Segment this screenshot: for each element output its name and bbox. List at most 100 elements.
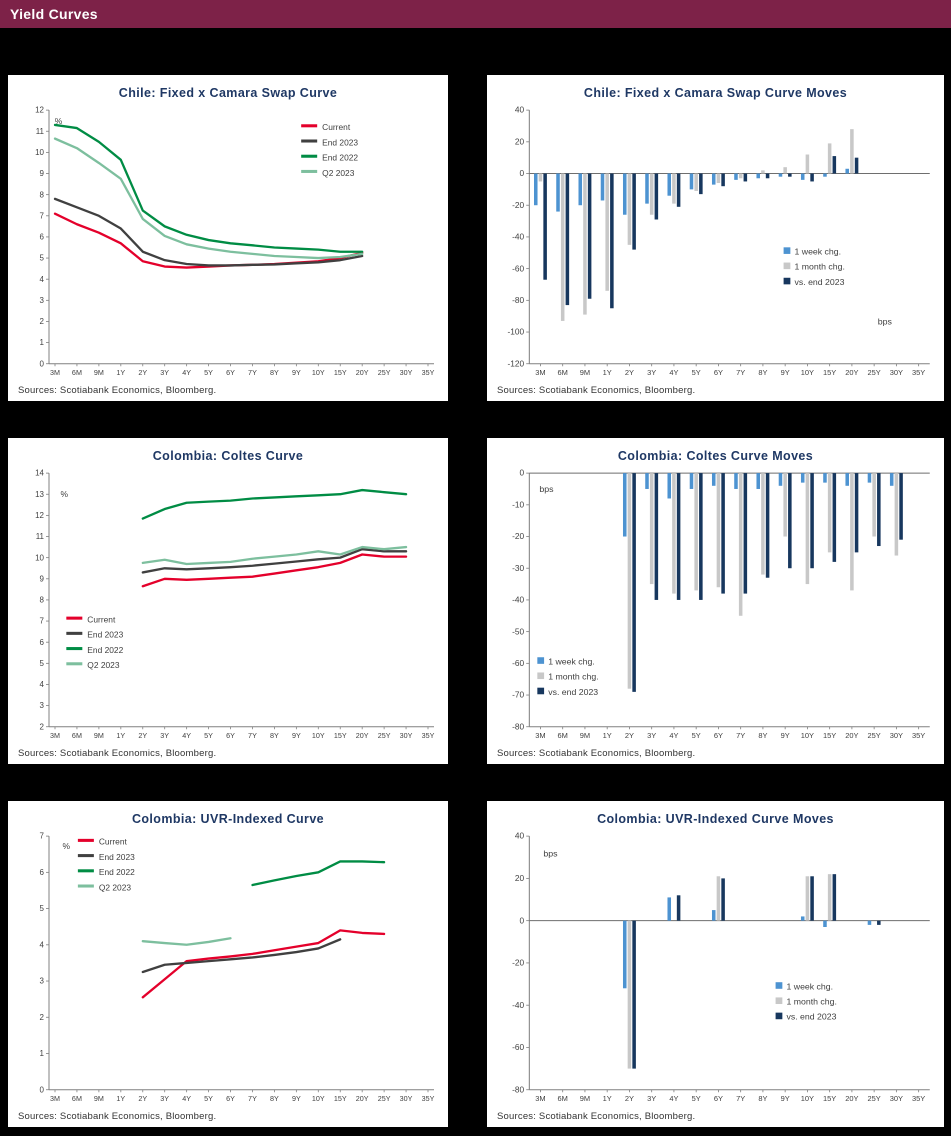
page-header: Yield Curves	[0, 0, 951, 28]
svg-text:8: 8	[40, 596, 45, 605]
svg-text:30Y: 30Y	[890, 731, 903, 740]
svg-text:-80: -80	[512, 296, 524, 305]
svg-text:15Y: 15Y	[334, 1094, 347, 1103]
chart-panel-chile-swap-moves: Chile: Fixed x Camara Swap Curve Moves -…	[487, 75, 944, 401]
svg-text:20Y: 20Y	[356, 1094, 369, 1103]
chart-source: Sources: Scotiabank Economics, Bloomberg…	[18, 1111, 217, 1122]
svg-text:6M: 6M	[72, 368, 82, 377]
svg-text:7Y: 7Y	[248, 1094, 257, 1103]
svg-text:%: %	[62, 841, 70, 851]
svg-text:10Y: 10Y	[312, 368, 325, 377]
svg-text:6Y: 6Y	[714, 731, 723, 740]
chart-panel-coltes-curve: Colombia: Coltes Curve 2 3 4 5 6 7 8 9 10 11 12 13 1…	[8, 438, 448, 764]
page-title: Yield Curves	[10, 6, 98, 22]
svg-text:30Y: 30Y	[890, 1094, 903, 1103]
svg-text:5Y: 5Y	[204, 731, 213, 740]
chart-source: Sources: Scotiabank Economics, Bloomberg…	[18, 748, 217, 759]
svg-text:4Y: 4Y	[669, 1094, 678, 1103]
svg-text:bps: bps	[878, 317, 893, 327]
svg-text:0: 0	[520, 916, 525, 925]
svg-text:6M: 6M	[558, 1094, 568, 1103]
svg-text:-20: -20	[512, 201, 524, 210]
svg-text:35Y: 35Y	[912, 731, 925, 740]
svg-text:-100: -100	[507, 328, 524, 337]
uvr-curve-chart: 0 1 2 3 4 5 6 7 3M 6M 9M 1Y 2Y 3Y 4Y 5Y 6Y 7Y 8Y 9Y 10Y 15Y 20…	[40, 832, 435, 1103]
svg-text:4Y: 4Y	[669, 368, 678, 377]
svg-text:-40: -40	[512, 233, 524, 242]
svg-text:9M: 9M	[580, 368, 590, 377]
svg-text:1: 1	[40, 1049, 45, 1058]
svg-text:40: 40	[515, 832, 525, 841]
svg-text:Q2 2023: Q2 2023	[322, 168, 354, 178]
svg-text:6M: 6M	[72, 731, 82, 740]
svg-text:-70: -70	[512, 691, 524, 700]
svg-text:3: 3	[40, 977, 45, 986]
svg-text:2Y: 2Y	[138, 1094, 147, 1103]
chart-title: Colombia: UVR-Indexed Curve	[131, 812, 325, 826]
svg-text:5: 5	[40, 904, 45, 913]
chart-plot-area: -120 -100 -80 -60 -40 -20 0 20 40 3M 6M 9M 1Y 2Y 3Y 4Y 5…	[495, 102, 936, 382]
svg-text:1 month chg.: 1 month chg.	[548, 672, 598, 682]
chart-title: Chile: Fixed x Camara Swap Curve	[118, 86, 338, 100]
svg-text:1 month chg.: 1 month chg.	[787, 997, 837, 1007]
svg-text:2Y: 2Y	[625, 1094, 634, 1103]
svg-text:6Y: 6Y	[226, 731, 235, 740]
svg-text:20Y: 20Y	[356, 368, 369, 377]
svg-text:5Y: 5Y	[692, 368, 701, 377]
svg-text:3Y: 3Y	[160, 1094, 169, 1103]
svg-text:End 2022: End 2022	[87, 645, 123, 655]
svg-text:3Y: 3Y	[647, 1094, 656, 1103]
svg-text:6Y: 6Y	[714, 368, 723, 377]
svg-text:25Y: 25Y	[867, 368, 880, 377]
svg-text:10Y: 10Y	[801, 368, 814, 377]
chart-source: Sources: Scotiabank Economics, Bloomberg…	[497, 1111, 696, 1122]
svg-text:40: 40	[515, 106, 525, 115]
svg-text:-20: -20	[512, 532, 524, 541]
svg-text:3M: 3M	[50, 731, 60, 740]
svg-text:25Y: 25Y	[378, 1094, 391, 1103]
svg-text:15Y: 15Y	[823, 1094, 836, 1103]
svg-text:3M: 3M	[50, 1094, 60, 1103]
svg-text:9Y: 9Y	[781, 368, 790, 377]
svg-text:1Y: 1Y	[603, 368, 612, 377]
svg-text:%: %	[61, 489, 69, 499]
svg-text:6Y: 6Y	[714, 1094, 723, 1103]
chart-plot-area: -80 -70 -60 -50 -40 -30 -20 -10 0 3M 6M 9M 1Y 2Y 3Y 4Y 5…	[495, 465, 936, 745]
svg-text:3M: 3M	[535, 1094, 545, 1103]
svg-text:10Y: 10Y	[801, 731, 814, 740]
chart-plot-area: -80 -60 -40 -20 0 20 40 3M 6M 9M 1Y 2Y 3Y 4Y 5Y 6Y 7Y 8Y 9…	[495, 828, 936, 1108]
svg-text:14: 14	[35, 469, 44, 478]
svg-text:-40: -40	[512, 596, 524, 605]
svg-text:7Y: 7Y	[736, 368, 745, 377]
svg-text:20: 20	[515, 874, 525, 883]
svg-text:12: 12	[35, 106, 44, 115]
chile-swap-moves-chart: -120 -100 -80 -60 -40 -20 0 20 40 3M 6M 9M 1Y 2Y 3Y 4Y 5…	[507, 106, 930, 377]
svg-text:10: 10	[35, 553, 44, 562]
chart-plot-area: 0 1 2 3 4 5 6 7 8 9 10 11 12 3M 6M 9M 1Y 2Y 3Y 4Y 5Y 6Y 7Y 8Y 9Y…	[16, 102, 440, 382]
svg-text:4Y: 4Y	[182, 368, 191, 377]
svg-text:20Y: 20Y	[356, 731, 369, 740]
svg-text:7Y: 7Y	[736, 731, 745, 740]
svg-text:3Y: 3Y	[647, 731, 656, 740]
svg-text:Q2 2023: Q2 2023	[99, 882, 131, 892]
svg-text:20: 20	[515, 138, 525, 147]
chart-title: Colombia: Coltes Curve	[152, 449, 304, 463]
svg-text:1Y: 1Y	[116, 731, 125, 740]
svg-text:End 2022: End 2022	[99, 867, 135, 877]
svg-text:-50: -50	[512, 627, 524, 636]
svg-text:8Y: 8Y	[758, 368, 767, 377]
svg-text:6M: 6M	[558, 731, 568, 740]
svg-text:5Y: 5Y	[692, 1094, 701, 1103]
svg-text:9Y: 9Y	[781, 731, 790, 740]
svg-text:0: 0	[520, 469, 525, 478]
svg-text:20Y: 20Y	[845, 368, 858, 377]
svg-text:0: 0	[40, 1085, 45, 1094]
svg-text:9M: 9M	[94, 1094, 104, 1103]
svg-text:1 week chg.: 1 week chg.	[795, 247, 842, 257]
svg-text:0: 0	[520, 169, 525, 178]
svg-text:Q2 2023: Q2 2023	[87, 660, 119, 670]
